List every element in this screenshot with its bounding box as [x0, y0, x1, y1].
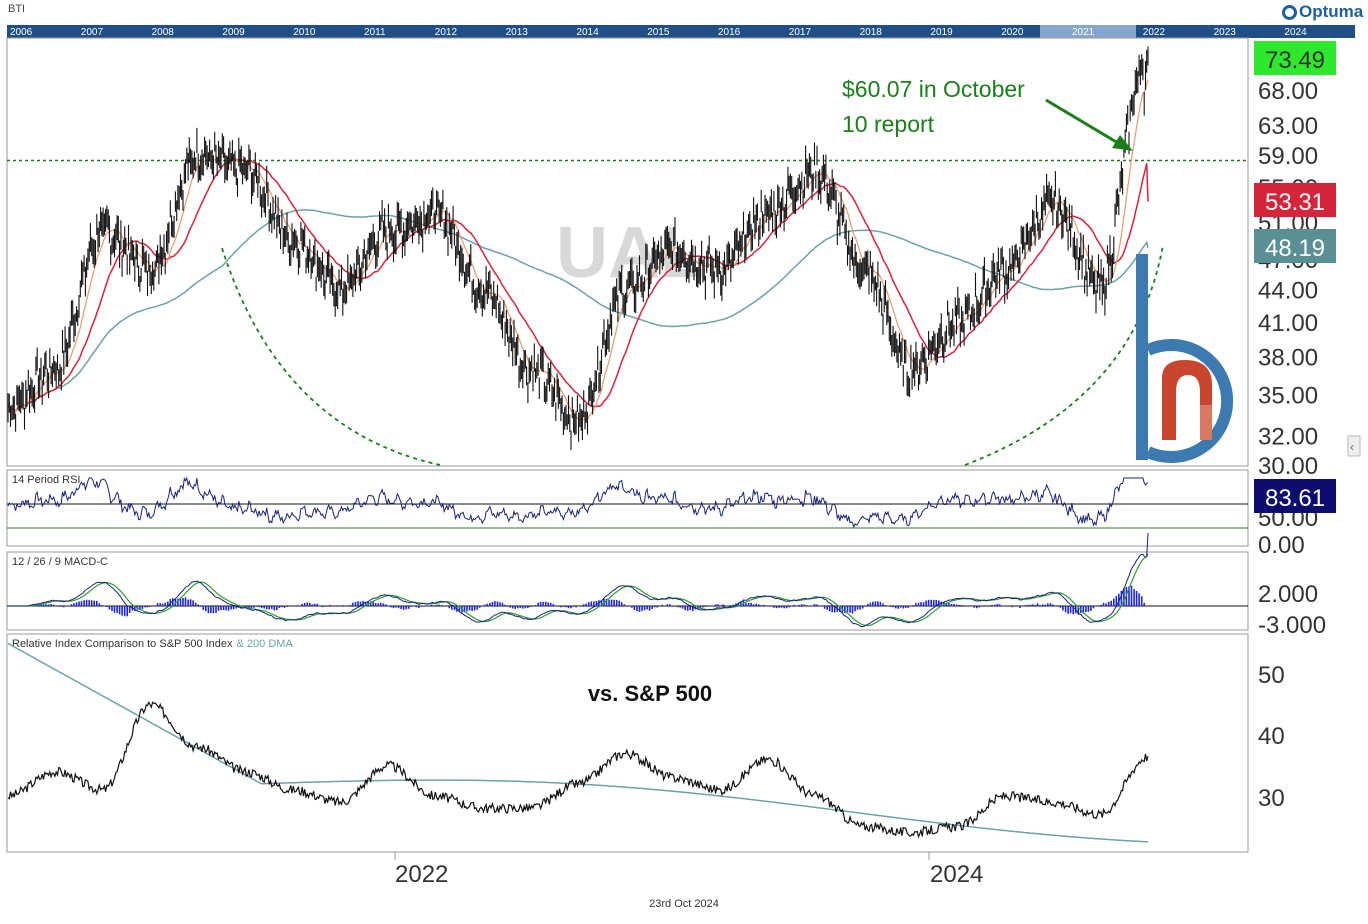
overview-year-2012: 2012 [435, 27, 458, 38]
relative-title-suffix: & 200 DMA [237, 638, 294, 650]
price-tick-63.00: 63.00 [1258, 113, 1318, 140]
macd-tick-2: 2.000 [1258, 581, 1318, 608]
rsi-tick-0: 0.00 [1258, 532, 1305, 559]
overview-year-2021: 2021 [1072, 27, 1095, 38]
overview-year-2014: 2014 [576, 27, 599, 38]
macd-title: 12 / 26 / 9 MACD-C [12, 556, 108, 568]
price-series [7, 46, 1248, 466]
relative-panel [6, 633, 1249, 853]
cup-right-curve [964, 244, 1164, 466]
macd-series [8, 532, 1149, 628]
overview-year-2018: 2018 [860, 27, 883, 38]
scroll-handle[interactable] [1347, 435, 1361, 457]
overview-year-labels: 2006 2007 2008 2009 2010 2011 2012 2013 2014 2015… [10, 27, 1307, 38]
cup-left-curve [221, 247, 441, 466]
price-tick-32.00: 32.00 [1258, 423, 1318, 450]
rsi-panel [6, 469, 1249, 547]
price-tick-59.00: 59.00 [1258, 143, 1318, 170]
price-tick-30.00: 30.00 [1258, 453, 1318, 480]
price-tick-41.00: 41.00 [1258, 310, 1318, 337]
overview-year-2024: 2024 [1284, 27, 1307, 38]
relative-200dma-line [7, 642, 1149, 843]
price-tick-44.00: 44.00 [1258, 277, 1318, 304]
macd-line [8, 532, 1149, 628]
overview-year-2010: 2010 [293, 27, 316, 38]
optuma-logo-icon [1282, 5, 1297, 20]
ema-value-label: 53.31 [1265, 189, 1325, 216]
macd-panel [6, 551, 1249, 631]
rel-tick-50: 50 [1258, 662, 1285, 689]
overview-year-2019: 2019 [930, 27, 953, 38]
footer-date: 23rd Oct 2024 [649, 898, 719, 910]
overview-year-2023: 2023 [1214, 27, 1237, 38]
rsi-value-box [1254, 479, 1336, 513]
overview-year-2006: 2006 [10, 27, 33, 38]
price-axis-ticks: 68.0063.0059.0055.0051.0047.0044.0041.00… [1258, 78, 1318, 480]
macd-tick-minus3: -3.000 [1258, 612, 1326, 639]
ema-slow-line [7, 157, 1149, 413]
rel-tick-30: 30 [1258, 785, 1285, 812]
overview-year-2020: 2020 [1001, 27, 1024, 38]
relative-label: vs. S&P 500 [588, 681, 712, 706]
overview-year-2007: 2007 [81, 27, 104, 38]
rel-tick-40: 40 [1258, 723, 1285, 750]
overview-strip[interactable] [7, 25, 1355, 38]
annotation-line2: 10 report [842, 111, 935, 137]
optuma-logo-text: Optuma [1299, 2, 1364, 21]
brand-logo-icon [1136, 254, 1234, 463]
annotation-line1: $60.07 in October [842, 76, 1025, 102]
relative-title-text: Relative Index Comparison to S&P 500 Ind… [12, 638, 233, 650]
x-label-2024: 2024 [930, 861, 983, 888]
overview-year-2015: 2015 [647, 27, 670, 38]
rsi-line [7, 476, 1149, 529]
overview-year-2013: 2013 [506, 27, 529, 38]
relative-title: Relative Index Comparison to S&P 500 Ind… [12, 638, 293, 650]
overview-year-2016: 2016 [718, 27, 741, 38]
ticker-label: BTI [8, 3, 26, 15]
x-label-2022: 2022 [395, 861, 448, 888]
annotation-arrowhead [1112, 135, 1133, 151]
rsi-title: 14 Period RSI [12, 474, 80, 486]
overview-year-2017: 2017 [789, 27, 812, 38]
price-tick-68.00: 68.00 [1258, 78, 1318, 105]
price-tick-35.00: 35.00 [1258, 382, 1318, 409]
annotation-arrow [1045, 98, 1119, 145]
price-tick-38.00: 38.00 [1258, 345, 1318, 372]
price-panel [6, 37, 1249, 467]
last-price-box [1254, 41, 1336, 75]
rsi-series [7, 476, 1149, 529]
relative-line [7, 701, 1149, 839]
overview-selection[interactable] [1040, 25, 1136, 38]
optuma-logo: Optuma [1282, 2, 1363, 22]
macd-signal-line [8, 553, 1149, 627]
sma200-line [7, 209, 1149, 413]
overview-year-2009: 2009 [222, 27, 245, 38]
overview-year-2008: 2008 [152, 27, 175, 38]
sma-value-label: 48.19 [1265, 235, 1325, 262]
sma-value-box [1254, 229, 1336, 263]
price-bars [7, 46, 1149, 451]
last-price-label: 73.49 [1265, 47, 1325, 74]
overview-year-2022: 2022 [1143, 27, 1166, 38]
relative-series [7, 642, 1149, 843]
overview-year-2011: 2011 [364, 27, 386, 38]
rsi-value-label: 83.61 [1265, 485, 1325, 512]
ema-value-box [1254, 183, 1336, 217]
macd-histogram [25, 585, 1148, 617]
chevron-left-icon[interactable]: ‹ [1350, 440, 1354, 454]
